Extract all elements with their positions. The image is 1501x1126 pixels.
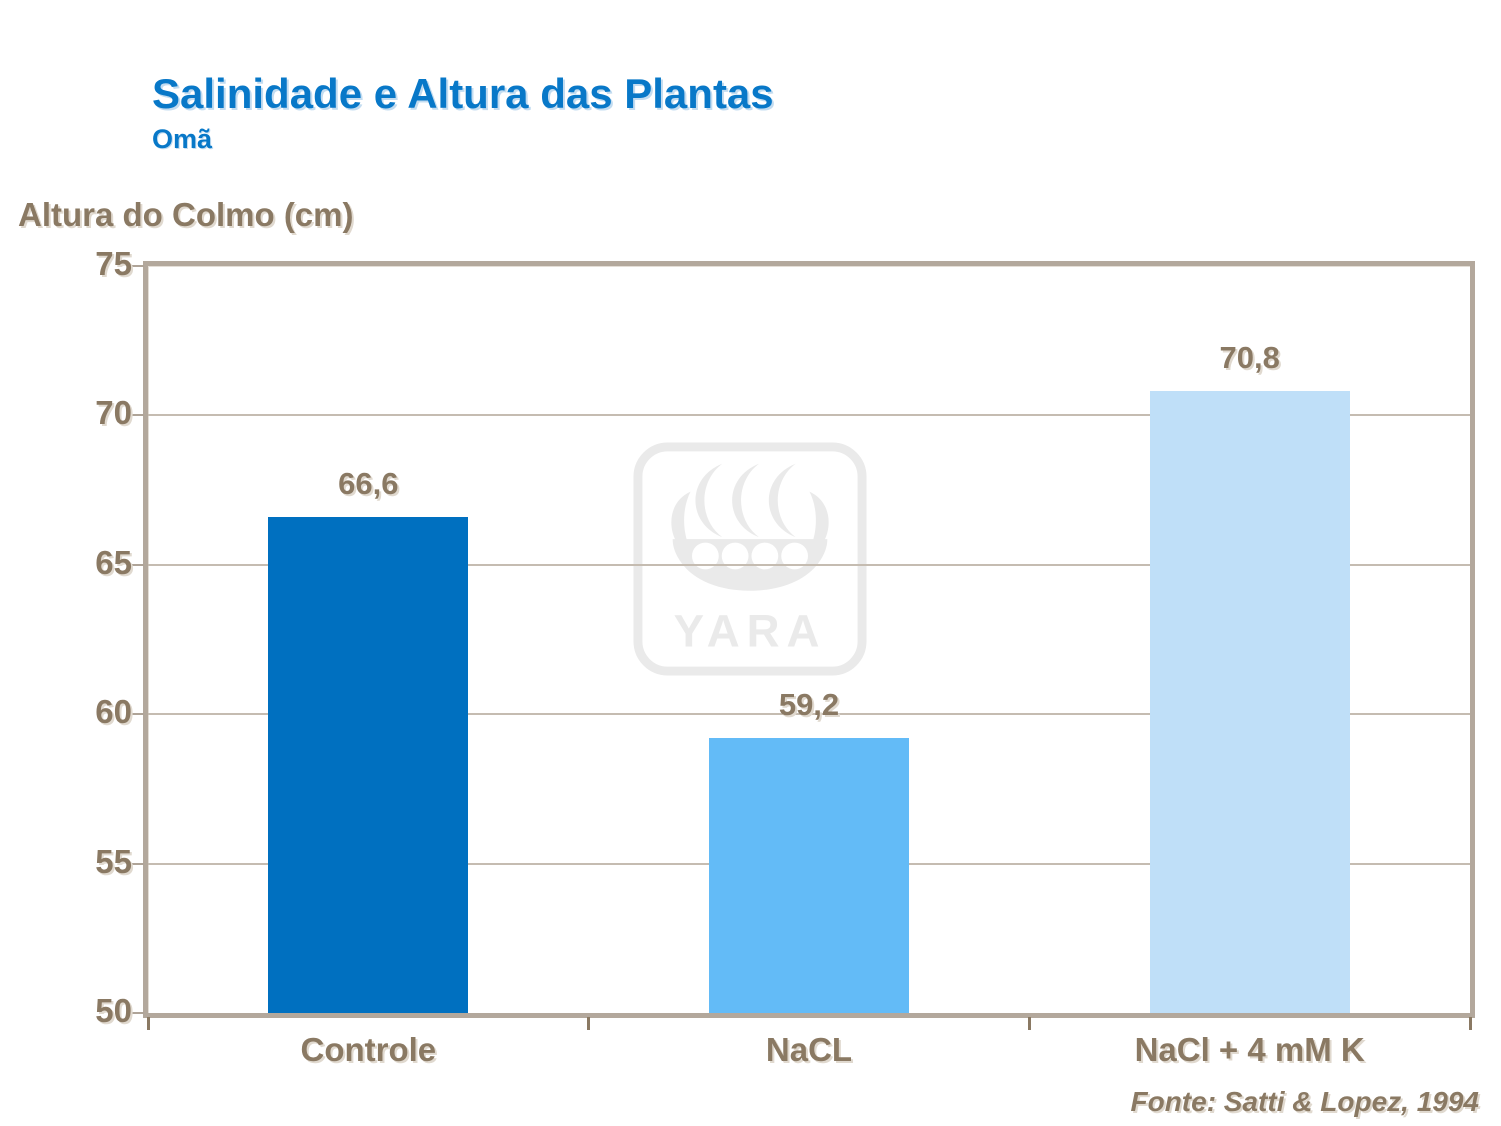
y-axis-labels: 50 55 60 65 70 75 (0, 0, 132, 1126)
y-axis-tick-60 (129, 713, 144, 716)
x-axis-category-label: NaCl + 4 mM K (1134, 1031, 1365, 1068)
y-axis-tick-65 (129, 563, 144, 566)
x-axis-tick-2 (1027, 1017, 1031, 1030)
x-axis-tick-3 (1468, 1017, 1472, 1030)
plot-area: 66,6 Controle 59,2 NaCL 70,8 NaCl + 4 mM K (129, 261, 1475, 1068)
y-axis-tick-70 (129, 414, 144, 417)
plot-frame (143, 261, 1475, 1018)
y-axis-tick-label: 55 (95, 842, 132, 880)
bar-value-label: 70,8 (1219, 340, 1280, 376)
bar-value-label: 66,6 (338, 465, 399, 501)
gridline-70 (148, 414, 1470, 417)
y-axis-tick-label: 60 (95, 693, 132, 731)
y-axis-tick-75 (129, 265, 144, 267)
x-axis-tick-1 (587, 1017, 591, 1030)
y-axis-tick-label: 75 (95, 245, 132, 282)
bar-2 (709, 738, 909, 1013)
bar-value-label: 59,2 (778, 687, 840, 723)
y-axis-tick-55 (129, 862, 144, 865)
gridline-60 (148, 713, 1470, 716)
x-axis-category-label: NaCL (765, 1031, 853, 1068)
x-axis-tick-0 (146, 1017, 150, 1030)
y-axis-title: Altura do Colmo (cm) (18, 196, 354, 233)
yara-logo-text: YARA (674, 605, 827, 656)
bar-1 (268, 516, 469, 1013)
bar-3 (1149, 391, 1350, 1013)
source-citation: Fonte: Satti & Lopez, 1994 (1130, 1086, 1480, 1117)
y-axis-tick-label: 70 (95, 394, 132, 432)
y-axis-tick-50 (129, 1012, 144, 1014)
y-axis-tick-label: 50 (95, 992, 132, 1029)
gridline-65 (148, 563, 1470, 566)
y-axis-tick-label: 65 (95, 543, 132, 581)
chart-subtitle: Omã (152, 124, 213, 154)
x-axis-category-label: Controle (300, 1031, 437, 1068)
yara-logo-frame (633, 442, 867, 676)
chart-title: Salinidade e Altura das Plantas (152, 70, 774, 117)
